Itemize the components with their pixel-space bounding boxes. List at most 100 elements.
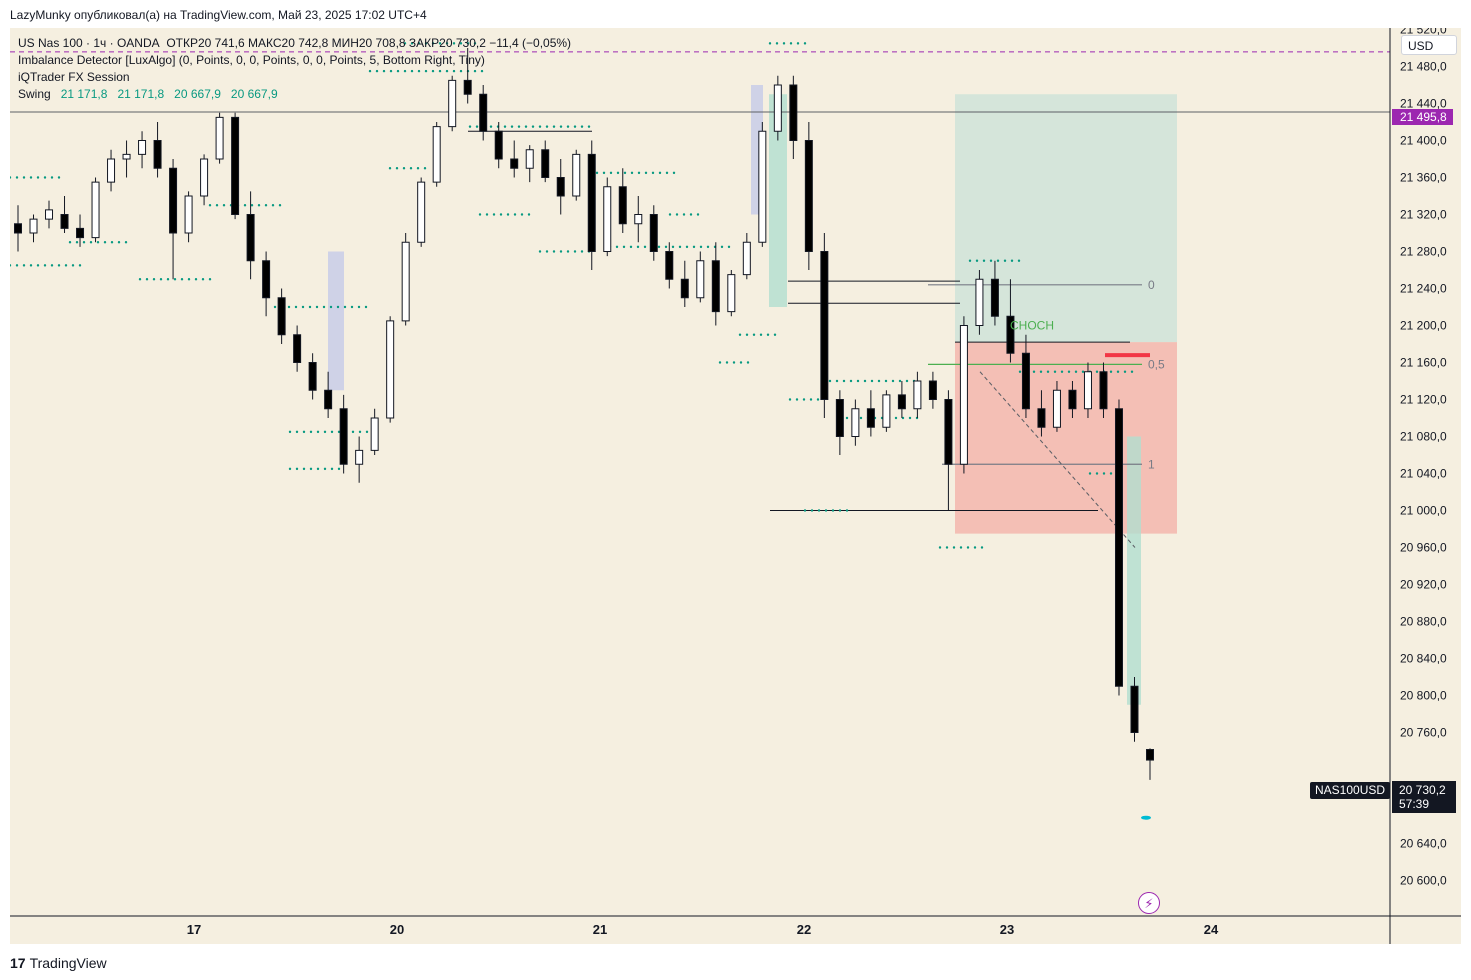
swing-dot (489, 125, 493, 128)
swing-dot (623, 171, 627, 175)
swing-dot (329, 305, 333, 309)
swing-dot (1067, 370, 1071, 373)
swing-dot (527, 213, 531, 216)
legend-imbalance-indicator[interactable]: Imbalance Detector [LuxAlgo] (0, Points,… (18, 53, 485, 67)
swing-dot (36, 264, 40, 267)
swing-dot (520, 213, 524, 216)
swing-dot (273, 305, 277, 309)
legend-session-indicator[interactable]: iQTrader FX Session (18, 70, 130, 84)
swing-dot (416, 167, 420, 170)
swing-dot (503, 125, 507, 128)
candle-body (556, 177, 565, 197)
lightning-icon[interactable]: ⚡ (1138, 892, 1160, 914)
swing-dot (287, 305, 291, 309)
swing-dot (766, 333, 770, 336)
bar-countdown: 57:39 (1399, 797, 1430, 811)
swing-dot (36, 176, 40, 179)
candle-body (339, 408, 348, 465)
price-tick-label: 20 840,0 (1400, 652, 1447, 666)
plot-canvas[interactable]: 0 0,5 1 CHOCH 21 520,0 21 480,0 21 440,0 21 40… (10, 28, 1461, 944)
candle-body (1114, 408, 1123, 687)
swing-dot (1123, 370, 1127, 373)
price-tick-label: 21 200,0 (1400, 319, 1447, 333)
candle-body (727, 274, 736, 313)
choch-label: CHOCH (1010, 319, 1054, 333)
swing-dot (364, 305, 368, 309)
swing-dot (510, 125, 514, 128)
legend-swing-indicator[interactable]: Swing 21 171,8 21 171,8 20 667,9 20 667,… (18, 87, 278, 101)
candle-body (1083, 371, 1092, 410)
swing-dot (573, 250, 577, 253)
swing-dot (615, 245, 619, 249)
currency-selector[interactable]: USD (1401, 35, 1457, 55)
swing-dot (308, 305, 312, 309)
candle-body (1099, 371, 1108, 410)
swing-dot (475, 125, 479, 128)
swing-dot (1130, 370, 1134, 373)
swing-dot (706, 245, 710, 249)
swing-dot (1039, 370, 1043, 373)
swing-dot (410, 69, 414, 73)
swing-dot (288, 430, 292, 434)
swing-dot (668, 213, 672, 216)
candle-body (711, 260, 720, 313)
swing-dot (316, 467, 320, 471)
chart-area[interactable]: 0 0,5 1 CHOCH 21 520,0 21 480,0 21 440,0 21 40… (10, 28, 1461, 944)
swing-dot (856, 379, 860, 383)
swing-dot (898, 379, 902, 383)
symbol-tag: NAS100USD (1310, 782, 1391, 799)
swing-dot (905, 379, 909, 383)
swing-dot (409, 167, 413, 170)
candle-body (665, 251, 674, 280)
swing-dot (531, 125, 535, 128)
price-tick-label: 21 400,0 (1400, 134, 1447, 148)
swing-dot (138, 278, 142, 281)
swing-dot (358, 430, 362, 434)
swing-dot (580, 125, 584, 128)
swing-dot (1017, 259, 1021, 262)
swing-dot (849, 379, 853, 383)
candle-body (417, 181, 426, 243)
swing-dot (782, 42, 786, 45)
swing-dot (43, 264, 47, 267)
swing-dot (746, 361, 750, 364)
swing-dot (545, 125, 549, 128)
legend-symbol-line[interactable]: US Nas 100 · 1ч · OANDA ОТКР20 741,6 МАК… (18, 36, 571, 50)
swing-dot (595, 171, 599, 175)
swing-dot (485, 213, 489, 216)
swing-dot (368, 69, 372, 73)
legend-ohlc: ОТКР20 741,6 МАКС20 742,8 МИН20 708,8 ЗА… (166, 36, 572, 50)
swing-dot (725, 361, 729, 364)
swing-dot (658, 171, 662, 175)
swing-dot (1074, 370, 1078, 373)
swing-dot (622, 245, 626, 249)
candle-body (200, 158, 209, 197)
candle-body (494, 130, 503, 160)
swing-dot (57, 264, 61, 267)
price-tick-label: 21 480,0 (1400, 60, 1447, 74)
candle-body (14, 223, 22, 234)
swing-dot (159, 278, 163, 281)
swing-value-2: 21 171,8 (117, 87, 165, 101)
swing-dot (838, 509, 842, 512)
swing-dot (492, 213, 496, 216)
price-tick-label: 20 880,0 (1400, 615, 1447, 629)
swing-dot (817, 509, 821, 512)
swing-dot (452, 42, 456, 45)
imbalance-box (328, 251, 344, 391)
swing-dot (431, 42, 435, 45)
swing-dot (842, 379, 846, 383)
swing-dot (215, 204, 219, 207)
price-tick-label: 21 120,0 (1400, 393, 1447, 407)
candle-body (324, 389, 333, 410)
swing-dot (410, 42, 414, 45)
candle-body (60, 214, 69, 229)
swing-dot (732, 361, 736, 364)
swing-dot (445, 69, 449, 73)
candle-body (29, 218, 38, 234)
tradingview-logo[interactable]: 17 TradingView (10, 955, 107, 971)
swing-dot (630, 171, 634, 175)
candle-body (944, 399, 953, 465)
last-price: 20 730,2 (1399, 783, 1446, 797)
swing-dot (891, 379, 895, 383)
